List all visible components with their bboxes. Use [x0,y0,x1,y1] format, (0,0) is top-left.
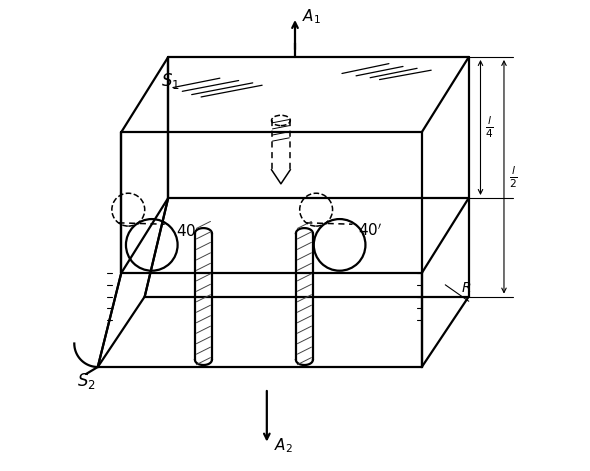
Text: $R$: $R$ [461,281,471,295]
Text: $\frac{l}{2}$: $\frac{l}{2}$ [509,164,518,190]
Text: $40'$: $40'$ [358,222,382,239]
Text: $S_2$: $S_2$ [77,371,96,391]
Text: $40$: $40$ [176,223,196,239]
Text: $S_1$: $S_1$ [161,71,180,90]
Text: $\frac{l}{4}$: $\frac{l}{4}$ [486,115,494,140]
Text: $A_2$: $A_2$ [274,437,293,455]
Text: $A_1$: $A_1$ [302,8,321,26]
